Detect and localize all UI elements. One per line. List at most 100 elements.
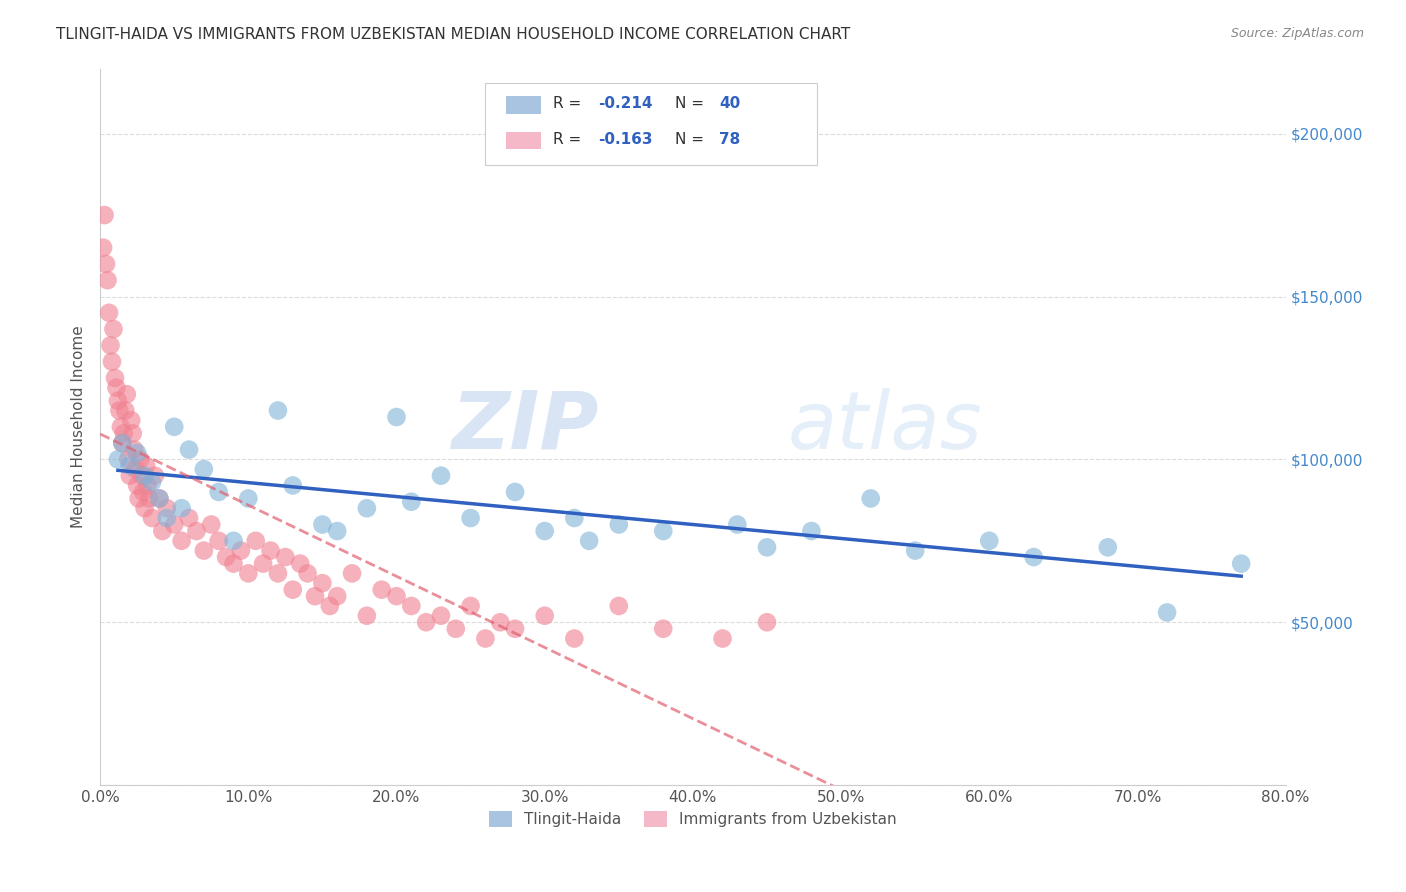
Point bbox=[200, 517, 222, 532]
Point bbox=[148, 491, 170, 506]
Point bbox=[756, 541, 779, 555]
Point bbox=[96, 273, 118, 287]
Point bbox=[132, 485, 155, 500]
Point bbox=[533, 524, 555, 538]
Point bbox=[118, 458, 141, 473]
Point bbox=[1097, 541, 1119, 555]
Point bbox=[326, 524, 349, 538]
Point bbox=[129, 452, 152, 467]
Point bbox=[125, 462, 148, 476]
Point bbox=[430, 468, 453, 483]
Point bbox=[259, 543, 281, 558]
Text: R =: R = bbox=[553, 96, 586, 112]
Point bbox=[979, 533, 1001, 548]
Point bbox=[1022, 550, 1045, 565]
Point bbox=[115, 387, 138, 401]
Point bbox=[193, 462, 215, 476]
Point bbox=[859, 491, 882, 506]
Point bbox=[103, 322, 125, 336]
Point bbox=[141, 475, 163, 490]
Point bbox=[111, 436, 134, 450]
Point bbox=[105, 381, 128, 395]
Point bbox=[725, 517, 748, 532]
Point bbox=[385, 410, 408, 425]
Text: -0.214: -0.214 bbox=[598, 96, 652, 112]
Point bbox=[281, 582, 304, 597]
Text: atlas: atlas bbox=[787, 388, 983, 466]
Point bbox=[107, 452, 129, 467]
Point bbox=[177, 442, 200, 457]
Point bbox=[114, 403, 136, 417]
Point bbox=[238, 566, 260, 581]
Point bbox=[245, 533, 267, 548]
Text: ZIP: ZIP bbox=[451, 388, 598, 466]
Point bbox=[562, 632, 585, 646]
Point bbox=[138, 491, 160, 506]
Point bbox=[274, 550, 297, 565]
Point bbox=[100, 338, 122, 352]
Point bbox=[141, 511, 163, 525]
Point bbox=[1156, 606, 1178, 620]
Point bbox=[340, 566, 363, 581]
Point bbox=[238, 491, 260, 506]
Point bbox=[385, 589, 408, 603]
Point bbox=[800, 524, 823, 538]
Point bbox=[156, 511, 179, 525]
Point bbox=[128, 491, 150, 506]
Point bbox=[193, 543, 215, 558]
Point bbox=[215, 550, 238, 565]
Point bbox=[170, 533, 193, 548]
Point bbox=[311, 576, 333, 591]
Text: N =: N = bbox=[675, 132, 709, 147]
Point bbox=[104, 371, 127, 385]
Point bbox=[297, 566, 319, 581]
Point bbox=[474, 632, 496, 646]
Point bbox=[94, 257, 117, 271]
Point bbox=[304, 589, 326, 603]
Text: TLINGIT-HAIDA VS IMMIGRANTS FROM UZBEKISTAN MEDIAN HOUSEHOLD INCOME CORRELATION : TLINGIT-HAIDA VS IMMIGRANTS FROM UZBEKIS… bbox=[56, 27, 851, 42]
Point bbox=[607, 517, 630, 532]
Text: 40: 40 bbox=[718, 96, 740, 112]
Point bbox=[111, 436, 134, 450]
Point bbox=[401, 494, 423, 508]
Point bbox=[267, 403, 290, 417]
Point bbox=[533, 608, 555, 623]
Text: -0.163: -0.163 bbox=[598, 132, 652, 147]
Point bbox=[118, 468, 141, 483]
Point bbox=[135, 458, 157, 473]
Point bbox=[91, 241, 114, 255]
Point bbox=[170, 501, 193, 516]
Point bbox=[121, 426, 143, 441]
Point bbox=[143, 468, 166, 483]
Point bbox=[208, 533, 231, 548]
Point bbox=[101, 354, 124, 368]
Point bbox=[652, 622, 675, 636]
Point bbox=[415, 615, 437, 630]
Point bbox=[311, 517, 333, 532]
Point bbox=[460, 511, 482, 525]
Point bbox=[120, 413, 142, 427]
FancyBboxPatch shape bbox=[506, 132, 541, 150]
Point bbox=[134, 501, 156, 516]
Point bbox=[356, 501, 378, 516]
Point bbox=[177, 511, 200, 525]
Point bbox=[370, 582, 392, 597]
Point bbox=[503, 622, 526, 636]
Point bbox=[578, 533, 600, 548]
Text: N =: N = bbox=[675, 96, 709, 112]
Point bbox=[148, 491, 170, 506]
FancyBboxPatch shape bbox=[485, 83, 817, 165]
Point bbox=[150, 524, 173, 538]
Point bbox=[356, 608, 378, 623]
Point bbox=[108, 403, 131, 417]
Point bbox=[208, 485, 231, 500]
Point bbox=[117, 452, 139, 467]
Point bbox=[281, 478, 304, 492]
Point bbox=[756, 615, 779, 630]
Point bbox=[98, 306, 121, 320]
Point bbox=[122, 442, 145, 457]
Point bbox=[156, 501, 179, 516]
Point bbox=[136, 478, 159, 492]
Y-axis label: Median Household Income: Median Household Income bbox=[72, 326, 86, 528]
Point bbox=[131, 468, 153, 483]
